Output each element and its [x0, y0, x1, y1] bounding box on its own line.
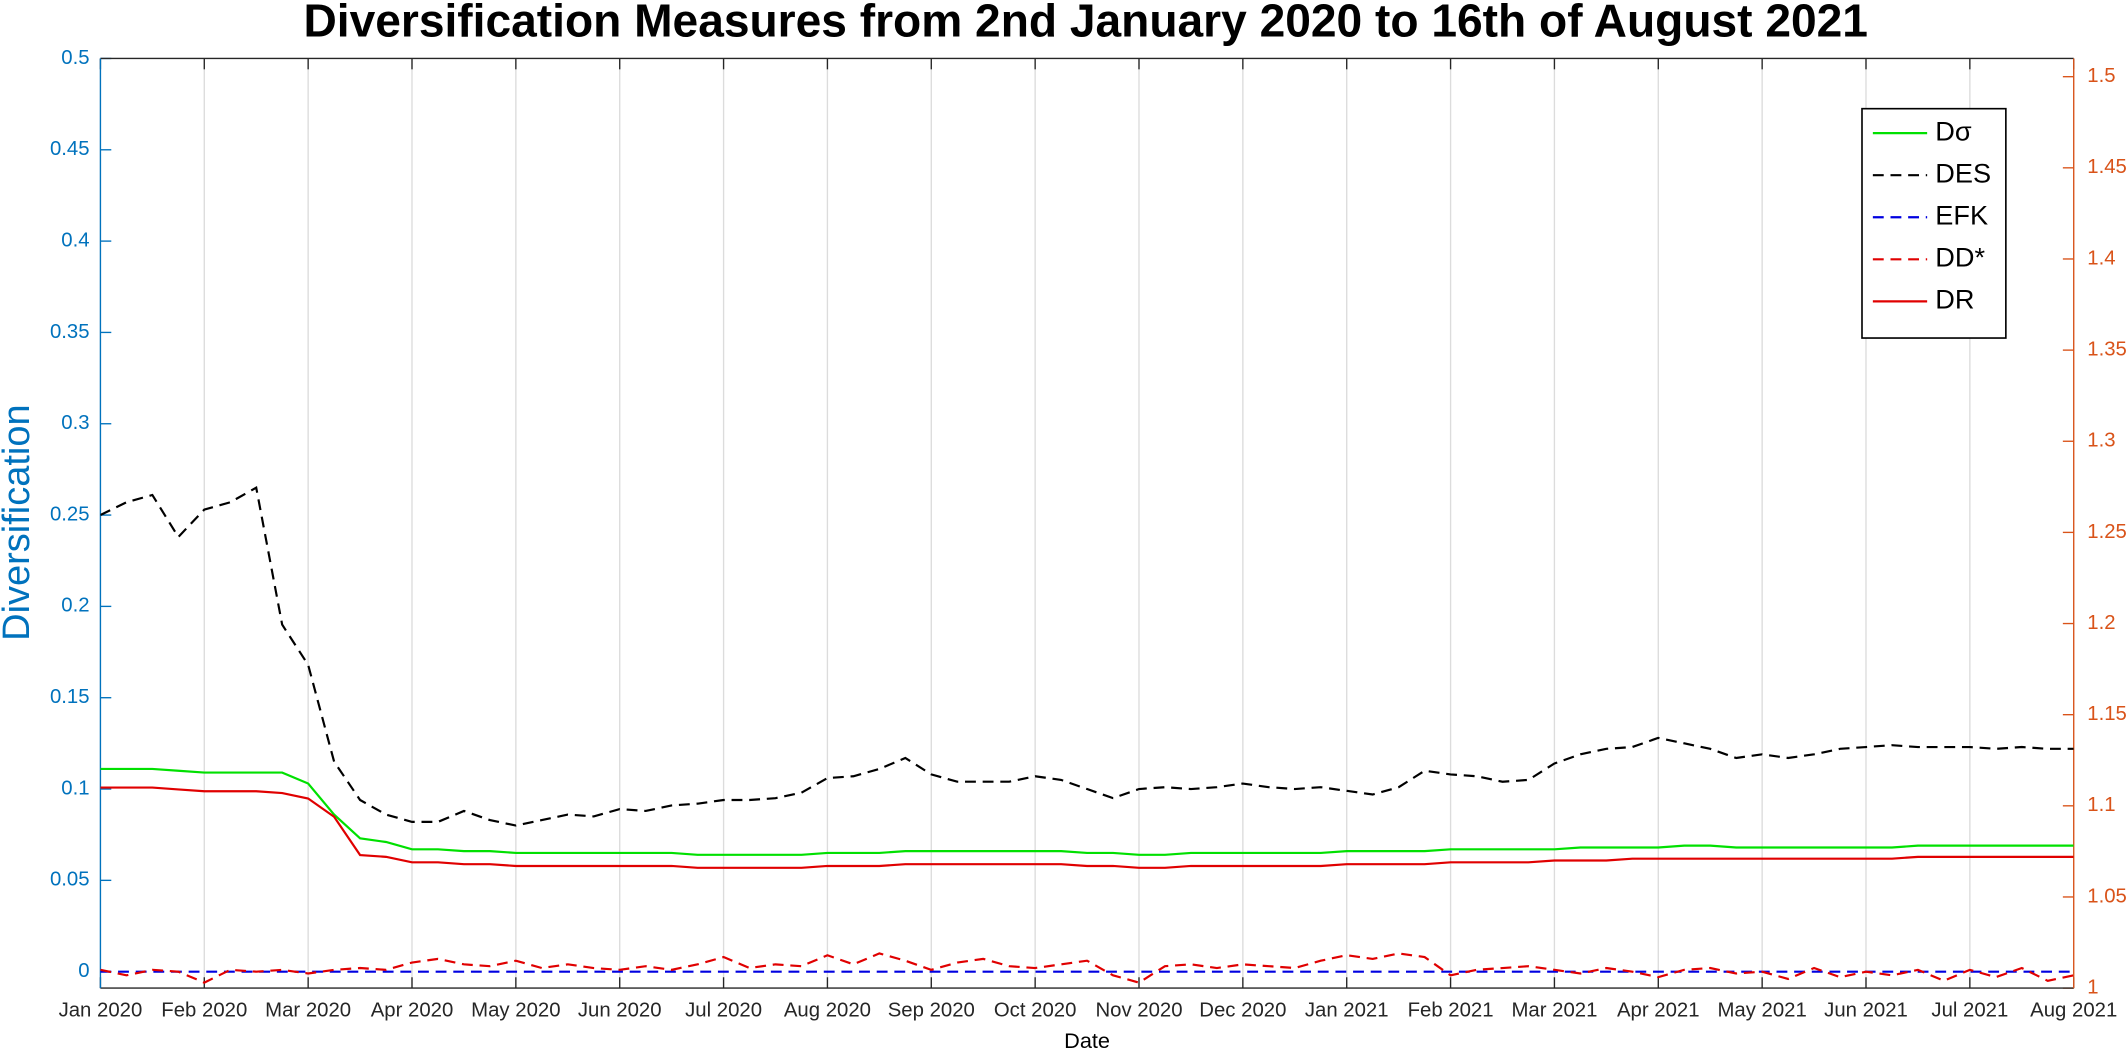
- series-line: [100, 786, 2074, 869]
- x-tick-label: Mar 2021: [1511, 1000, 1597, 1022]
- legend-label: DR: [1935, 284, 1974, 315]
- x-tick-label: May 2020: [471, 1000, 560, 1022]
- y-tick-label: 0: [78, 960, 89, 982]
- y2-tick-label: 1.2: [2087, 612, 2115, 634]
- x-tick-label: Dec 2020: [1199, 1000, 1286, 1022]
- y2-tick-label: 1.05: [2087, 885, 2127, 907]
- y-tick-label: 0.3: [61, 412, 89, 434]
- y-tick-label: 0.1: [61, 777, 89, 799]
- x-tick-label: Jul 2020: [685, 1000, 762, 1022]
- y2-tick-label: 1.1: [2087, 794, 2115, 816]
- series-line: [100, 767, 2074, 856]
- y-tick-label: 0.5: [61, 47, 89, 69]
- x-tick-label: Feb 2021: [1408, 1000, 1494, 1022]
- legend-label: DD*: [1935, 241, 1985, 272]
- x-axis-label: Date: [1064, 1028, 1110, 1052]
- x-tick-label: Feb 2020: [161, 1000, 247, 1022]
- x-tick-label: Aug 2021: [2030, 1000, 2117, 1022]
- x-tick-label: May 2021: [1717, 1000, 1806, 1022]
- legend-label: DES: [1935, 157, 1991, 188]
- x-tick-label: Apr 2021: [1617, 1000, 1700, 1022]
- y2-tick-label: 1.15: [2087, 703, 2127, 725]
- x-tick-label: Aug 2020: [784, 1000, 871, 1022]
- y-tick-label: 0.05: [50, 869, 90, 891]
- y2-tick-label: 1.5: [2087, 65, 2115, 87]
- y-tick-label: 0.45: [50, 138, 90, 160]
- plot-lines: [100, 485, 2074, 984]
- y2-tick-label: 1.45: [2087, 156, 2127, 178]
- y-tick-label: 0.15: [50, 686, 90, 708]
- y2-tick-label: 1.35: [2087, 338, 2127, 360]
- x-tick-label: Jun 2021: [1824, 1000, 1908, 1022]
- y2-tick-label: 1: [2087, 976, 2098, 998]
- plot-area: [100, 58, 2074, 989]
- y2-tick-label: 1.3: [2087, 430, 2115, 452]
- x-tick-label: Jul 2021: [1931, 1000, 2008, 1022]
- x-tick-label: Mar 2020: [265, 1000, 351, 1022]
- legend-label: Dσ: [1935, 115, 1972, 146]
- legend-label: EFK: [1935, 199, 1988, 230]
- y-tick-label: 0.25: [50, 503, 90, 525]
- x-tick-label: Jan 2021: [1305, 1000, 1389, 1022]
- y-tick-label: 0.2: [61, 595, 89, 617]
- series-line: [100, 485, 2074, 827]
- y-tick-label: 0.35: [50, 321, 90, 343]
- y-axis-label: Diversification: [0, 404, 38, 641]
- series-line: [100, 952, 2074, 984]
- x-tick-label: Oct 2020: [994, 1000, 1077, 1022]
- legend-box: [1861, 107, 2007, 339]
- x-tick-label: Sep 2020: [888, 1000, 975, 1022]
- x-tick-label: Nov 2020: [1095, 1000, 1182, 1022]
- y2-tick-label: 1.25: [2087, 521, 2127, 543]
- chart-title: Diversification Measures from 2nd Januar…: [303, 0, 1868, 47]
- y2-tick-label: 1.4: [2087, 247, 2115, 269]
- y-tick-label: 0.4: [61, 229, 89, 251]
- x-tick-label: Jan 2020: [59, 1000, 143, 1022]
- x-tick-label: Jun 2020: [578, 1000, 662, 1022]
- x-tick-label: Apr 2020: [371, 1000, 454, 1022]
